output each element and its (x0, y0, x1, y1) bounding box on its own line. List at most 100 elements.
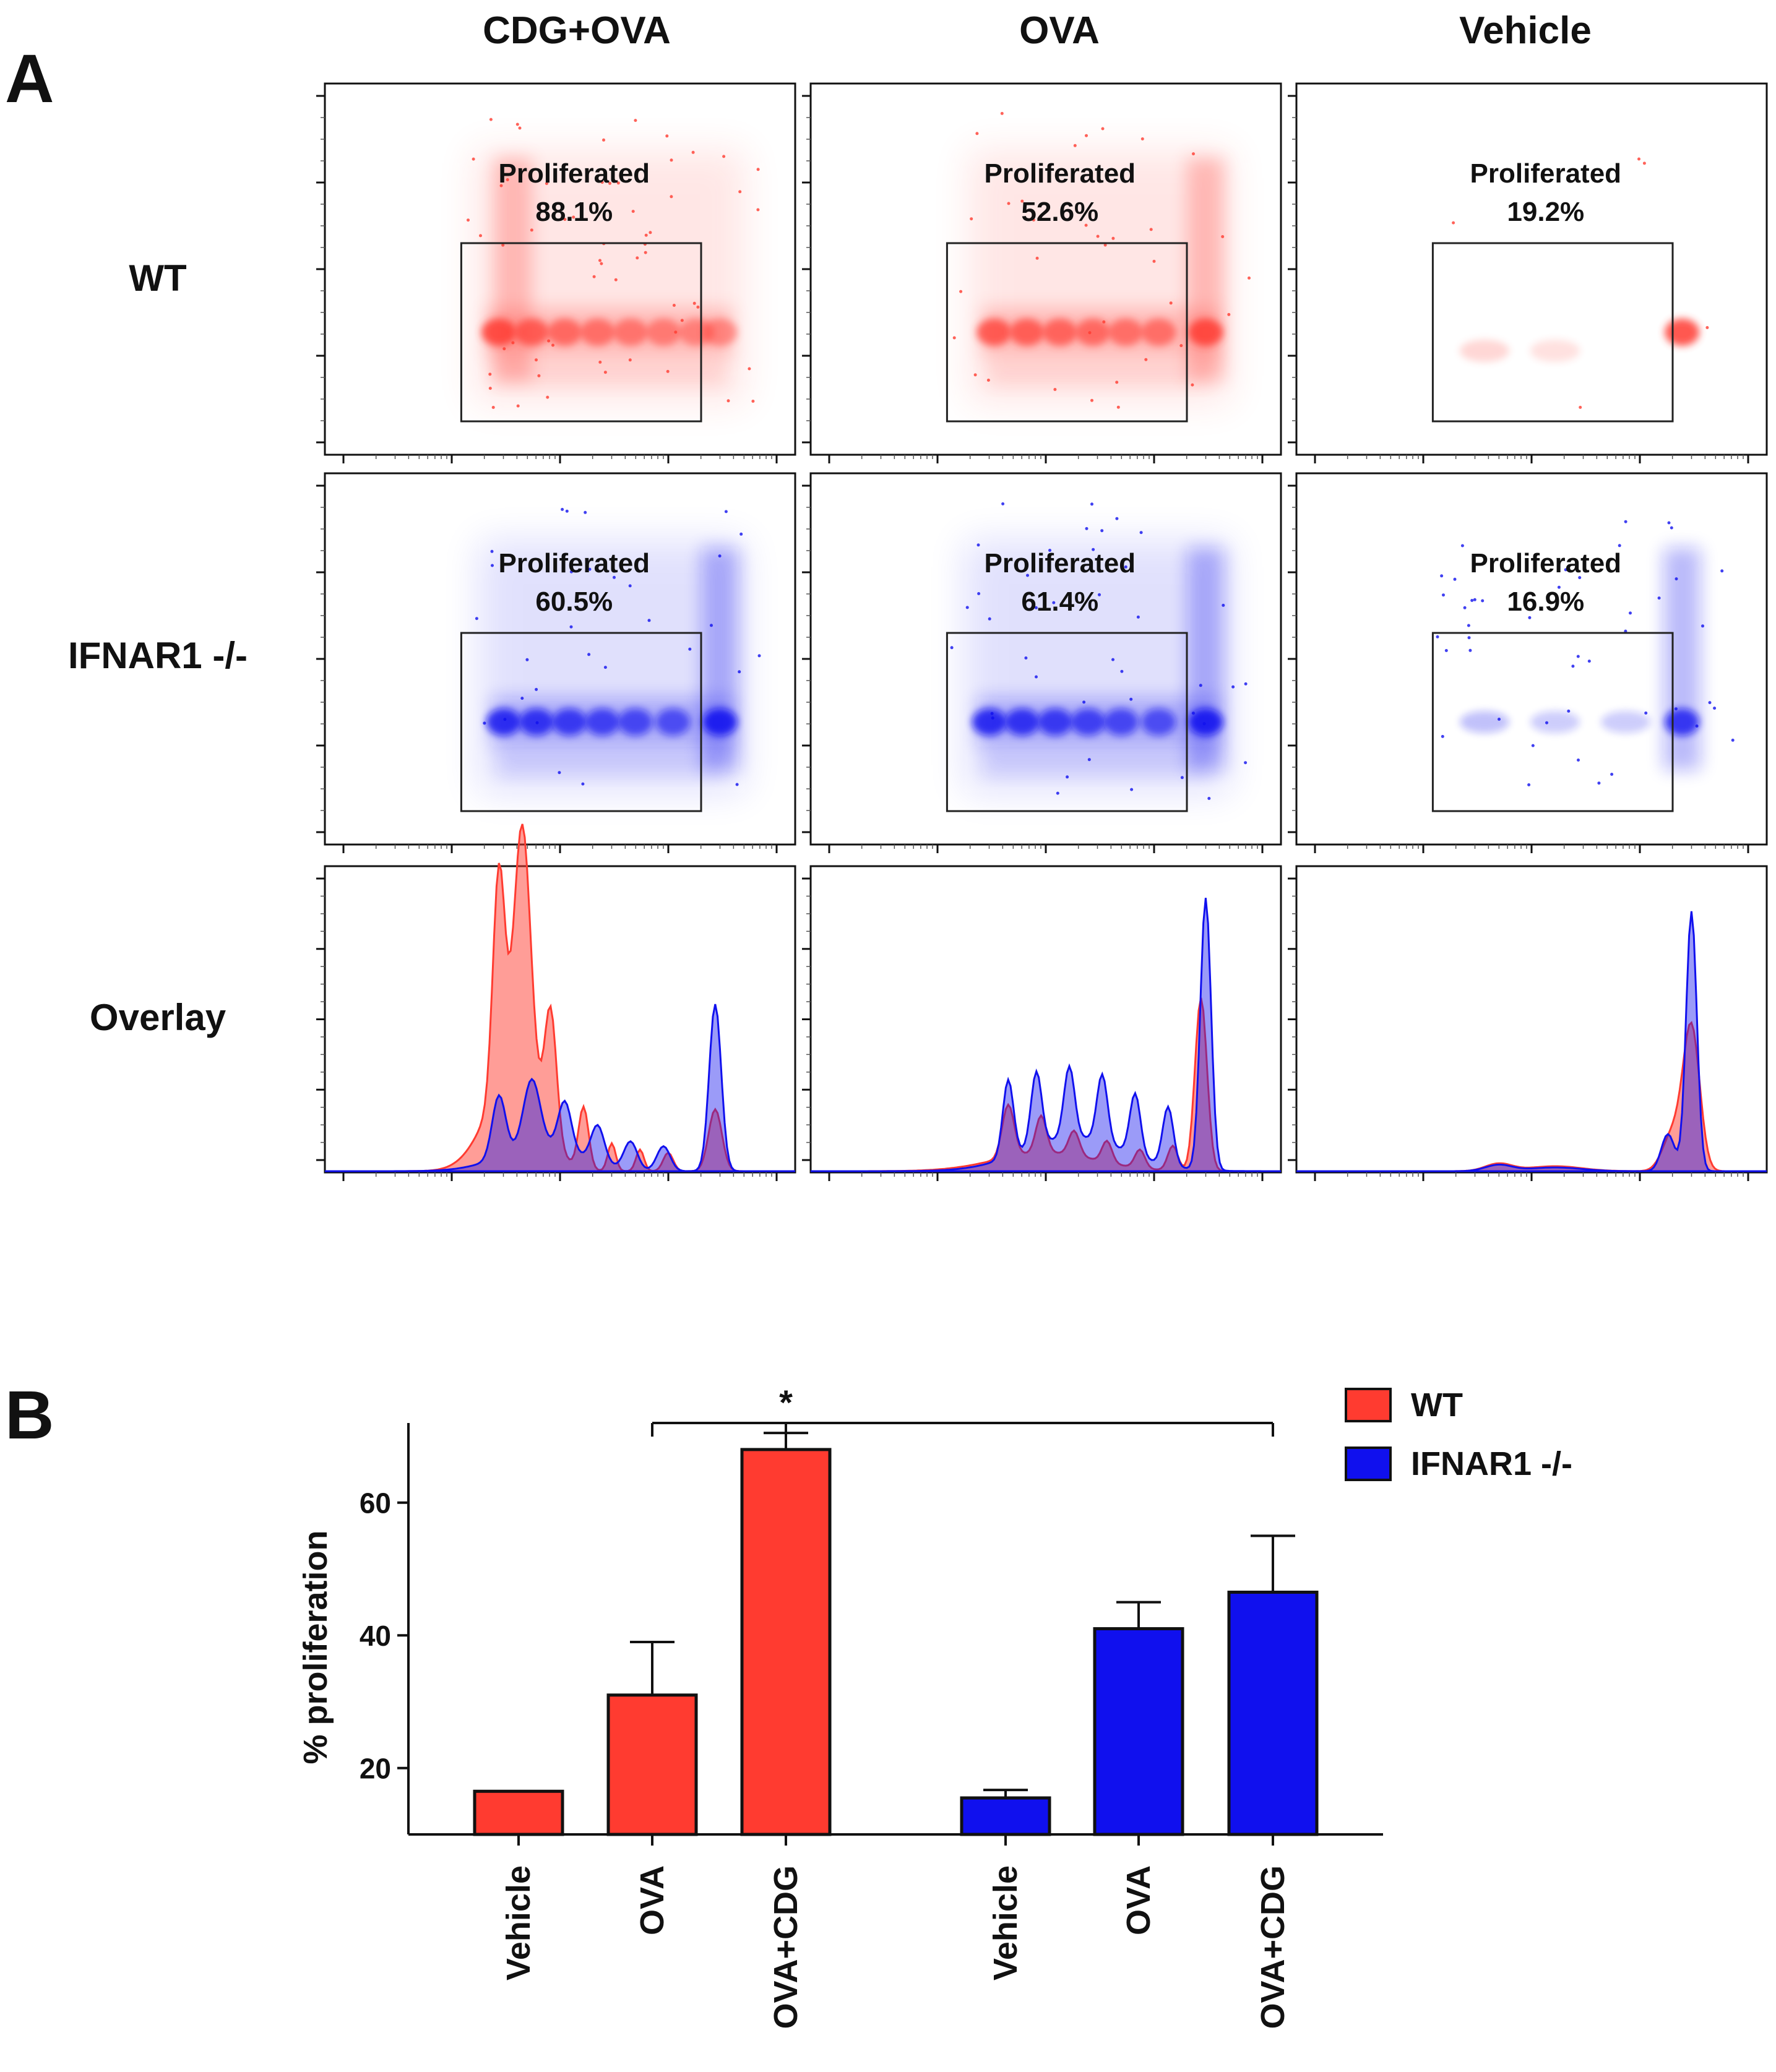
x-tick-label: OVA+CDG (1254, 1865, 1291, 2029)
event-dot (501, 243, 505, 247)
event-dot (1098, 593, 1101, 596)
event-dot (1531, 744, 1535, 747)
event-dot (1444, 649, 1448, 652)
event-dot (1102, 320, 1106, 324)
event-dot (1452, 221, 1455, 225)
bar (1227, 1591, 1319, 1836)
density-spot (486, 708, 521, 736)
event-dot (1136, 615, 1140, 619)
density-spot (1103, 708, 1139, 736)
event-dot (1441, 734, 1444, 738)
density-lower-band (988, 360, 1212, 385)
gate-label: Proliferated (985, 158, 1136, 189)
event-dot (518, 126, 522, 130)
density-spot (585, 708, 620, 736)
event-dot (1191, 383, 1194, 387)
legend-label: WT (1411, 1386, 1463, 1424)
ifnar-histogram (1296, 911, 1767, 1172)
event-dot (546, 395, 550, 399)
density-spot (702, 319, 738, 346)
density-plot: Proliferated 19.2% (1288, 82, 1768, 463)
gate-label: Proliferated (499, 548, 650, 578)
event-dot (666, 369, 670, 373)
density-spot (1141, 319, 1176, 346)
event-dot (1139, 531, 1143, 535)
event-dot (988, 617, 991, 621)
event-dot (965, 606, 969, 609)
event-dot (1453, 577, 1457, 581)
event-dot (1115, 380, 1119, 384)
density-lower-band (497, 750, 726, 775)
density-faint-spot (1530, 711, 1580, 733)
density-lower-band (983, 750, 1212, 775)
event-dot (1244, 682, 1248, 686)
y-tick-label: 60 (360, 1487, 391, 1520)
event-dot (1053, 388, 1057, 391)
event-dot (569, 625, 573, 629)
event-dot (491, 406, 495, 409)
event-dot (1637, 157, 1640, 161)
event-dot (1436, 635, 1439, 638)
event-dot (581, 782, 585, 786)
column-header: Vehicle (1459, 9, 1592, 52)
event-dot (1169, 301, 1173, 305)
event-dot (649, 231, 652, 234)
bar (473, 1789, 564, 1836)
event-dot (1567, 709, 1571, 713)
event-dot (977, 592, 981, 595)
density-faint-spot (1460, 711, 1509, 733)
event-dot (634, 119, 637, 123)
event-dot (558, 771, 561, 775)
event-dot (959, 290, 963, 293)
gate-percent: 16.9% (1507, 587, 1584, 617)
event-dot (1202, 722, 1206, 726)
legend-swatch (1345, 1388, 1392, 1422)
event-dot (1111, 658, 1114, 661)
density-column (1187, 548, 1225, 770)
overlay-histogram (1288, 865, 1768, 1181)
event-dot (1528, 616, 1532, 619)
event-dot (696, 305, 700, 309)
event-dot (1180, 776, 1184, 780)
density-spot (655, 708, 691, 736)
event-dot (551, 343, 554, 347)
density-spot (702, 708, 738, 736)
event-dot (631, 210, 635, 213)
event-dot (1708, 701, 1712, 705)
x-tick-label: Vehicle (987, 1865, 1024, 1980)
bar (740, 1448, 832, 1836)
event-dot (587, 653, 591, 656)
overlay-histogram (802, 865, 1282, 1181)
event-dot (1115, 517, 1119, 520)
event-dot (1440, 574, 1444, 578)
event-dot (1244, 761, 1248, 765)
event-dot (483, 721, 486, 725)
event-dot (491, 564, 494, 567)
event-dot (1035, 256, 1039, 260)
density-spot (1108, 319, 1144, 346)
density-spot (646, 319, 681, 346)
event-dot (1701, 624, 1704, 628)
legend-swatch (1345, 1447, 1392, 1481)
event-dot (1056, 791, 1059, 795)
event-dot (1032, 218, 1035, 221)
event-dot (1024, 656, 1028, 660)
bar (1093, 1627, 1184, 1836)
event-dot (1576, 655, 1580, 658)
event-dot (991, 716, 994, 720)
density-faint-spot (1530, 340, 1580, 362)
event-dot (516, 404, 520, 408)
event-dot (1667, 521, 1671, 525)
y-axis-label: % proliferation (297, 1530, 334, 1764)
x-tick-label: OVA (1120, 1865, 1157, 1935)
event-dot (691, 150, 695, 154)
column-header: CDG+OVA (483, 9, 671, 52)
event-dot (672, 304, 676, 307)
density-spot (481, 319, 517, 346)
event-dot (757, 654, 761, 658)
overlay-histogram (316, 823, 796, 1181)
event-dot (1642, 161, 1646, 165)
event-dot (1527, 783, 1531, 786)
event-dot (718, 554, 722, 558)
